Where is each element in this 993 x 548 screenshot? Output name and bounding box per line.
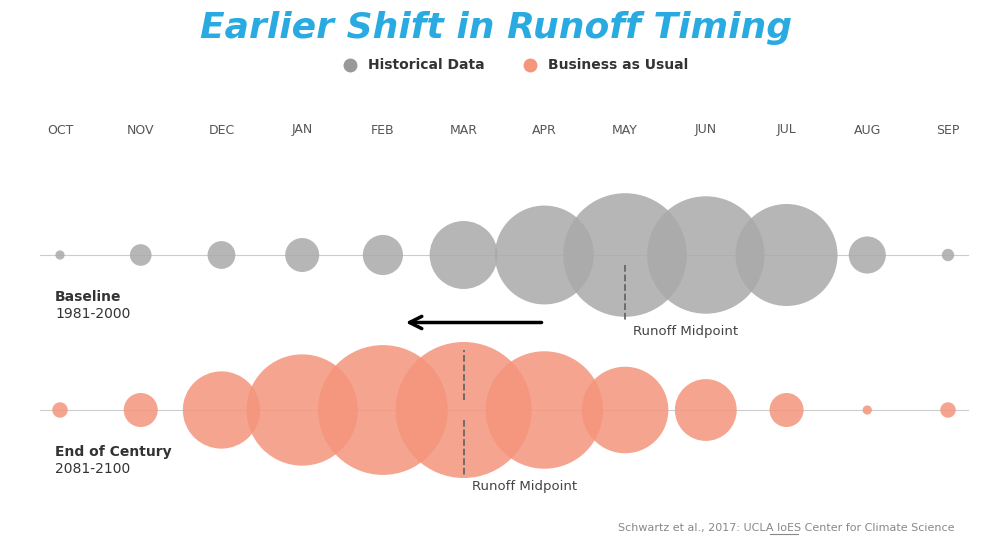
Ellipse shape xyxy=(56,250,65,260)
Text: Business as Usual: Business as Usual xyxy=(548,58,688,72)
Text: 1981-2000: 1981-2000 xyxy=(55,307,130,321)
Text: JUL: JUL xyxy=(777,123,796,136)
Text: DEC: DEC xyxy=(209,123,234,136)
Ellipse shape xyxy=(183,372,260,449)
Ellipse shape xyxy=(582,367,668,453)
Ellipse shape xyxy=(395,342,531,478)
Ellipse shape xyxy=(124,393,158,427)
Text: JAN: JAN xyxy=(292,123,313,136)
Text: 2081-2100: 2081-2100 xyxy=(55,462,130,476)
Ellipse shape xyxy=(647,196,765,313)
Ellipse shape xyxy=(362,235,403,275)
Text: SEP: SEP xyxy=(936,123,959,136)
Ellipse shape xyxy=(246,355,357,466)
Text: NOV: NOV xyxy=(127,123,155,136)
Ellipse shape xyxy=(675,379,737,441)
Ellipse shape xyxy=(563,193,687,317)
Ellipse shape xyxy=(736,204,837,306)
Text: Earlier Shift in Runoff Timing: Earlier Shift in Runoff Timing xyxy=(200,11,792,45)
Ellipse shape xyxy=(208,241,235,269)
Ellipse shape xyxy=(940,402,955,418)
Text: FEB: FEB xyxy=(371,123,395,136)
Ellipse shape xyxy=(849,236,886,273)
Text: MAR: MAR xyxy=(450,123,478,136)
Ellipse shape xyxy=(53,402,68,418)
Ellipse shape xyxy=(770,393,803,427)
Text: Schwartz et al., 2017: UCLA IoES Center for Climate Science: Schwartz et al., 2017: UCLA IoES Center … xyxy=(619,523,955,533)
Ellipse shape xyxy=(863,406,872,415)
Ellipse shape xyxy=(430,221,497,289)
Text: OCT: OCT xyxy=(47,123,73,136)
Text: Baseline: Baseline xyxy=(55,290,121,304)
Text: JUN: JUN xyxy=(695,123,717,136)
Text: MAY: MAY xyxy=(612,123,638,136)
Text: AUG: AUG xyxy=(854,123,881,136)
Ellipse shape xyxy=(285,238,319,272)
Ellipse shape xyxy=(130,244,152,266)
Ellipse shape xyxy=(495,206,594,305)
Ellipse shape xyxy=(941,249,954,261)
Ellipse shape xyxy=(318,345,448,475)
Text: End of Century: End of Century xyxy=(55,445,172,459)
Ellipse shape xyxy=(486,351,603,469)
Text: Historical Data: Historical Data xyxy=(368,58,485,72)
Text: Runoff Midpoint: Runoff Midpoint xyxy=(634,325,738,338)
Text: APR: APR xyxy=(532,123,557,136)
Text: Runoff Midpoint: Runoff Midpoint xyxy=(472,480,577,493)
